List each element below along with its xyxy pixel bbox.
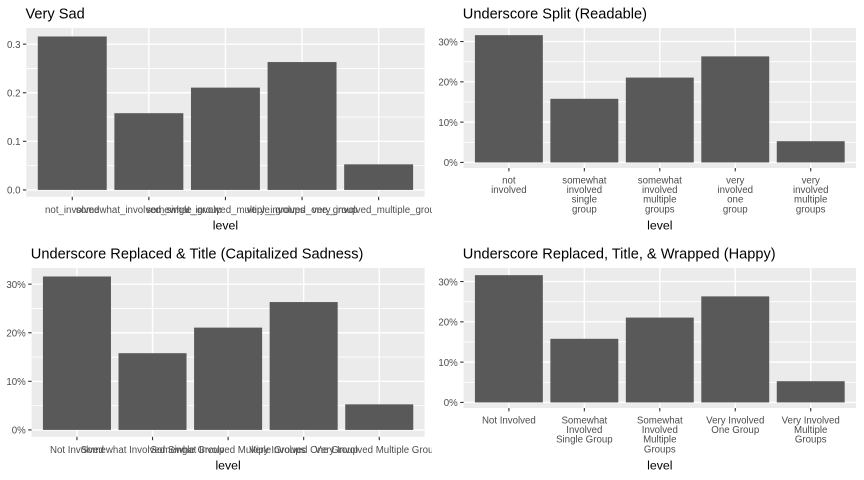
svg-text:0%: 0%	[444, 158, 458, 169]
svg-text:very: very	[802, 175, 820, 186]
svg-text:10%: 10%	[438, 358, 458, 369]
svg-text:0.3: 0.3	[7, 40, 20, 51]
svg-text:group: group	[572, 204, 597, 215]
svg-text:level: level	[647, 219, 672, 233]
svg-text:somewhat_involved_multiple_gro: somewhat_involved_multiple_groups	[146, 205, 305, 216]
svg-text:Underscore Replaced & Title (C: Underscore Replaced & Title (Capitalized…	[31, 247, 364, 263]
svg-text:multiple: multiple	[643, 195, 676, 206]
svg-text:Not Involved: Not Involved	[50, 445, 104, 456]
svg-text:Somewhat: Somewhat	[637, 415, 683, 426]
svg-text:somewhat_involved_single_group: somewhat_involved_single_group	[76, 205, 222, 216]
svg-text:involved: involved	[642, 185, 678, 196]
svg-text:20%: 20%	[438, 318, 458, 329]
svg-text:Involved: Involved	[566, 425, 602, 436]
svg-text:somewhat: somewhat	[638, 175, 682, 186]
svg-text:very: very	[726, 175, 744, 186]
svg-text:0%: 0%	[444, 398, 458, 409]
svg-text:very_involved_multiple_groups: very_involved_multiple_groups	[312, 205, 445, 216]
svg-text:One Group: One Group	[711, 425, 759, 436]
svg-text:very_involved_one_group: very_involved_one_group	[247, 205, 358, 216]
svg-text:level: level	[647, 459, 672, 473]
svg-text:Groups: Groups	[795, 435, 827, 446]
svg-text:0%: 0%	[12, 426, 26, 437]
svg-text:0.1: 0.1	[7, 137, 20, 148]
svg-text:somewhat: somewhat	[562, 175, 606, 186]
svg-text:multiple: multiple	[794, 195, 827, 206]
svg-text:involved: involved	[793, 185, 829, 196]
svg-text:involved: involved	[491, 185, 527, 196]
svg-text:Underscore Split (Readable): Underscore Split (Readable)	[463, 7, 647, 23]
svg-text:Very Involved: Very Involved	[782, 415, 840, 426]
svg-text:Very Sad: Very Sad	[26, 7, 85, 23]
svg-text:10%: 10%	[6, 377, 26, 388]
svg-text:Underscore Replaced, Title, &: Underscore Replaced, Title, & Wrapped (H…	[463, 247, 776, 263]
svg-text:Somewhat: Somewhat	[561, 415, 607, 426]
svg-text:groups: groups	[796, 204, 826, 215]
svg-text:Involved: Involved	[642, 425, 678, 436]
svg-text:group: group	[723, 204, 748, 215]
svg-text:Groups: Groups	[644, 444, 676, 455]
svg-text:level: level	[213, 219, 238, 233]
svg-text:not: not	[502, 175, 516, 186]
svg-text:Multiple: Multiple	[794, 425, 827, 436]
svg-text:Multiple: Multiple	[643, 435, 676, 446]
svg-text:0.2: 0.2	[7, 89, 20, 100]
svg-text:Somewhat Involved Multiple Gro: Somewhat Involved Multiple Groups	[151, 445, 306, 456]
svg-text:involved: involved	[717, 185, 753, 196]
svg-text:Very Involved Multiple Groups: Very Involved Multiple Groups	[315, 445, 444, 456]
svg-text:20%: 20%	[6, 329, 26, 340]
svg-text:Somewhat Involved Single Group: Somewhat Involved Single Group	[81, 445, 225, 456]
svg-text:30%: 30%	[438, 37, 458, 48]
svg-text:level: level	[215, 459, 240, 473]
svg-text:30%: 30%	[438, 277, 458, 288]
svg-text:Very Involved One Group: Very Involved One Group	[249, 445, 358, 456]
svg-text:30%: 30%	[6, 280, 26, 291]
svg-text:20%: 20%	[438, 78, 458, 89]
svg-text:groups: groups	[645, 204, 675, 215]
svg-text:Single Group: Single Group	[556, 435, 613, 446]
svg-text:single: single	[572, 195, 597, 206]
svg-text:0.0: 0.0	[7, 186, 21, 197]
svg-text:not_involved: not_involved	[45, 205, 99, 216]
svg-text:one: one	[727, 195, 743, 206]
svg-text:Very Involved: Very Involved	[706, 415, 764, 426]
svg-text:Not Involved: Not Involved	[482, 415, 536, 426]
svg-text:involved: involved	[567, 185, 603, 196]
svg-text:10%: 10%	[438, 118, 458, 129]
